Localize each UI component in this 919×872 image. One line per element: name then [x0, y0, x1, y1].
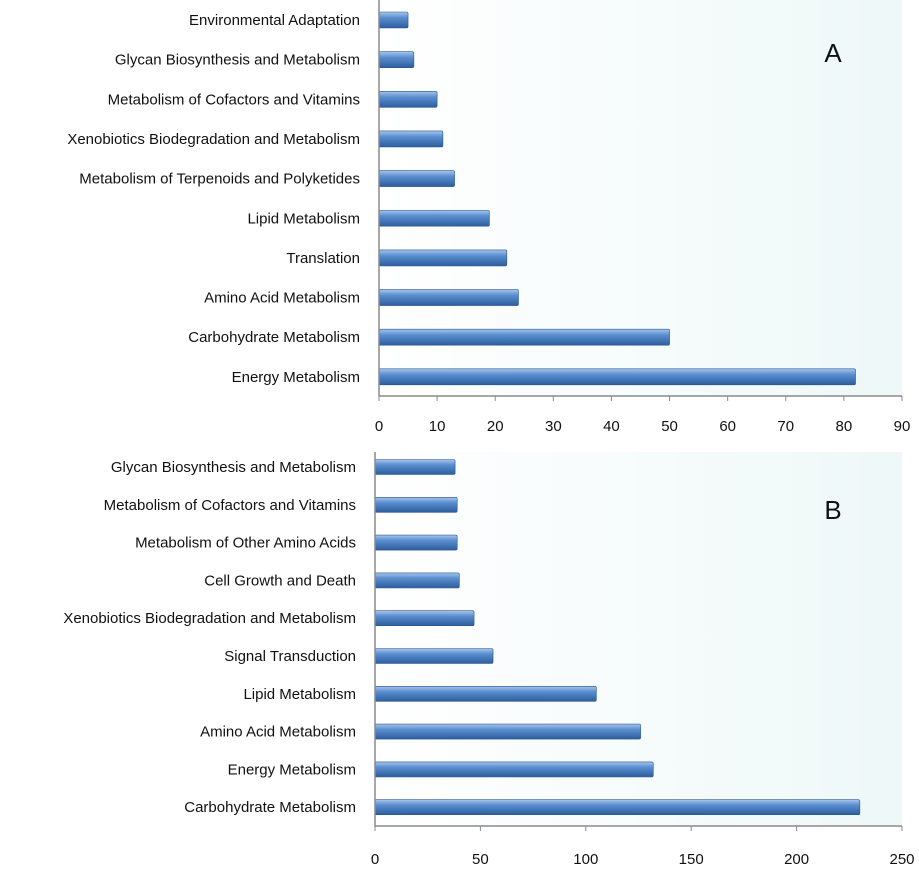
category-label-a: Metabolism of Cofactors and Vitamins — [108, 91, 360, 108]
bar-b — [374, 723, 641, 740]
bar-b — [374, 572, 460, 589]
x-tick-label-a: 60 — [719, 418, 736, 435]
category-label-b: Lipid Metabolism — [243, 686, 356, 703]
bar-b — [374, 534, 458, 551]
bar-a — [378, 249, 508, 267]
bar-a — [378, 51, 415, 68]
bar-b — [374, 459, 456, 475]
bar-a — [378, 209, 490, 227]
category-label-a: Amino Acid Metabolism — [204, 290, 360, 307]
category-label-a: Xenobiotics Biodegradation and Metabolis… — [67, 131, 360, 148]
x-tick-label-a: 40 — [603, 418, 620, 435]
x-tick-label-b: 150 — [679, 851, 704, 868]
bar-a — [378, 289, 519, 306]
category-label-a: Metabolism of Terpenoids and Polyketides — [79, 171, 360, 188]
category-label-b: Energy Metabolism — [228, 761, 356, 778]
x-tick-label-a: 90 — [894, 418, 911, 435]
bar-b — [374, 610, 475, 627]
x-tick-label-a: 70 — [777, 418, 794, 435]
bar-b — [374, 496, 458, 513]
bar-b — [374, 685, 597, 702]
bar-a — [378, 328, 670, 346]
x-tick-label-a: 80 — [836, 418, 853, 435]
x-tick-label-b: 250 — [889, 851, 914, 868]
chart-panel-b: Glycan Biosynthesis and Metabolism Metabo… — [63, 452, 915, 868]
bar-a — [378, 11, 409, 29]
x-tick-label-a: 10 — [429, 418, 446, 435]
category-label-a: Translation — [286, 250, 360, 267]
category-label-b: Carbohydrate Metabolism — [184, 799, 356, 816]
x-tick-label-b: 0 — [371, 851, 379, 868]
category-label-b: Amino Acid Metabolism — [200, 724, 356, 741]
x-tick-label-a: 30 — [545, 418, 562, 435]
bar-a — [378, 130, 444, 148]
category-label-b: Metabolism of Cofactors and Vitamins — [104, 497, 356, 514]
x-tick-label-a: 50 — [661, 418, 678, 435]
x-tick-label-a: 20 — [487, 418, 504, 435]
category-label-b: Metabolism of Other Amino Acids — [135, 535, 356, 552]
bar-b — [374, 648, 494, 664]
chart-panel-a: Environmental Adaptation Glycan Biosynthe… — [67, 0, 910, 435]
category-label-b: Xenobiotics Biodegradation and Metabolis… — [63, 610, 356, 627]
category-label-b: Signal Transduction — [224, 648, 356, 665]
panel-label-b: B — [824, 495, 841, 525]
x-tick-label-b: 50 — [472, 851, 489, 868]
x-tick-label-a: 0 — [375, 418, 383, 435]
category-label-a: Carbohydrate Metabolism — [188, 329, 360, 346]
category-label-a: Glycan Biosynthesis and Metabolism — [115, 52, 360, 69]
bar-b — [374, 761, 654, 778]
x-tick-label-b: 200 — [784, 851, 809, 868]
category-label-a: Lipid Metabolism — [247, 210, 360, 227]
panel-label-a: A — [824, 38, 842, 68]
bar-a — [378, 368, 856, 386]
bar-a — [378, 91, 438, 108]
category-label-a: Environmental Adaptation — [189, 12, 360, 29]
category-label-b: Cell Growth and Death — [204, 572, 356, 589]
bar-b — [374, 799, 861, 816]
category-label-b: Glycan Biosynthesis and Metabolism — [111, 459, 356, 476]
x-tick-label-b: 100 — [573, 851, 598, 868]
category-label-a: Energy Metabolism — [232, 369, 360, 386]
bar-a — [378, 170, 455, 187]
